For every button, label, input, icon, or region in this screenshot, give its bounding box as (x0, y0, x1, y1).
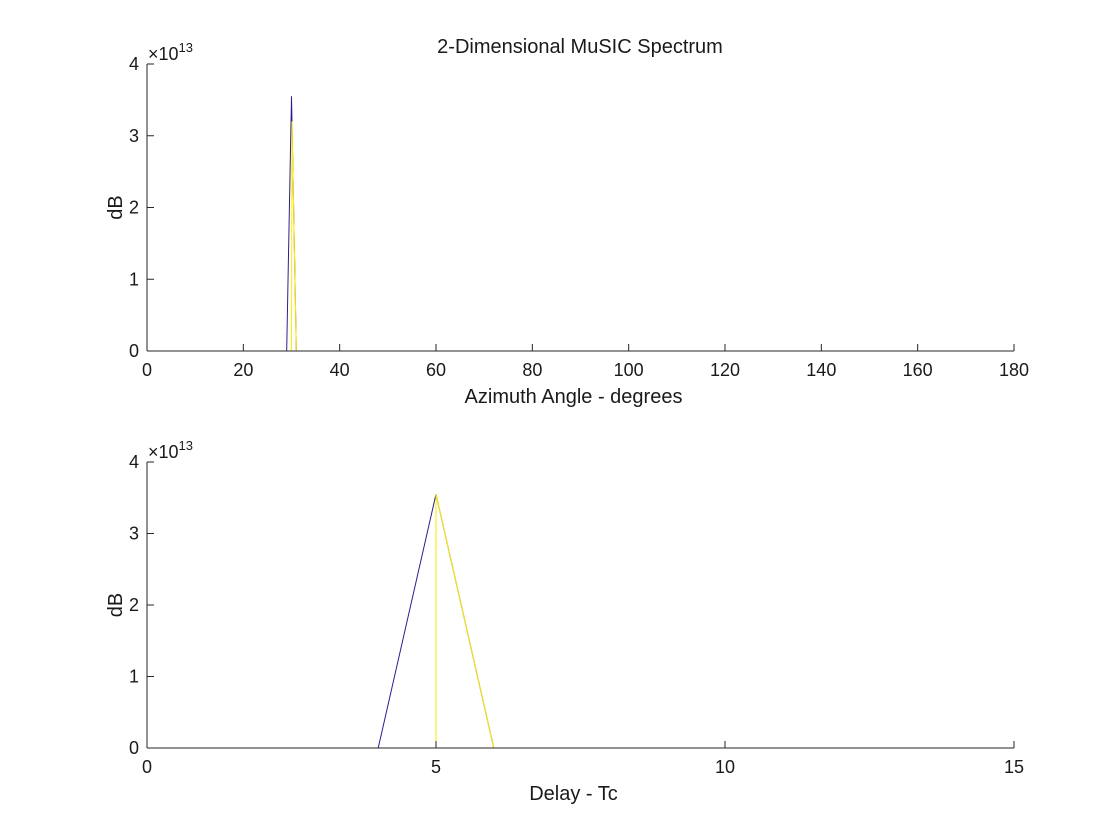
y-tick-label: 3 (129, 524, 139, 544)
x-tick-label: 0 (142, 360, 152, 380)
y-tick-label: 3 (129, 126, 139, 146)
y-tick-label: 4 (129, 452, 139, 472)
y-axis-label: dB (105, 195, 127, 219)
x-axis-label: Azimuth Angle - degrees (465, 386, 683, 408)
x-tick-label: 100 (614, 360, 644, 380)
y-tick-label: 0 (129, 341, 139, 361)
x-tick-label: 140 (806, 360, 836, 380)
y-tick-label: 2 (129, 595, 139, 615)
x-axis-label: Delay - Tc (529, 783, 618, 805)
y-tick-label: 1 (129, 269, 139, 289)
y-tick-label: 0 (129, 738, 139, 758)
y-tick-label: 1 (129, 667, 139, 687)
x-tick-label: 120 (710, 360, 740, 380)
figure-title: 2-Dimensional MuSIC Spectrum (437, 36, 723, 58)
y-tick-label: 2 (129, 198, 139, 218)
x-tick-label: 40 (330, 360, 350, 380)
x-tick-label: 80 (522, 360, 542, 380)
x-tick-label: 0 (142, 757, 152, 777)
x-tick-label: 60 (426, 360, 446, 380)
x-tick-label: 20 (233, 360, 253, 380)
x-tick-label: 10 (715, 757, 735, 777)
y-tick-label: 4 (129, 54, 139, 74)
y-axis-label: dB (105, 593, 127, 617)
x-tick-label: 160 (903, 360, 933, 380)
x-tick-label: 5 (431, 757, 441, 777)
x-tick-label: 15 (1004, 757, 1024, 777)
x-tick-label: 180 (999, 360, 1029, 380)
